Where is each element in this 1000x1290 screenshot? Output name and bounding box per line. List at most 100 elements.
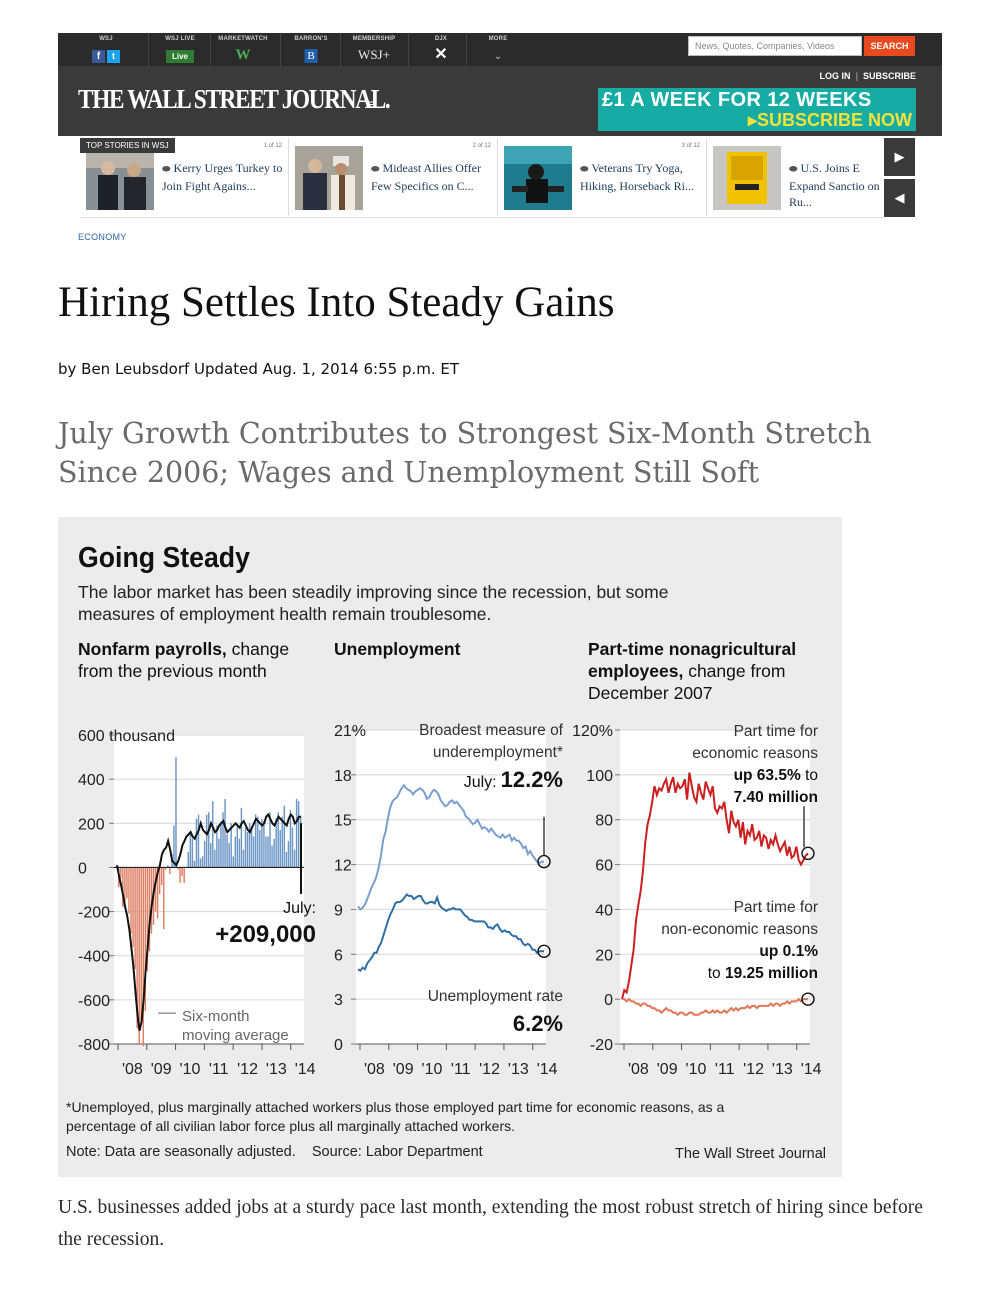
brand-membership[interactable]: MEMBERSHIP WSJ+ [346, 33, 402, 66]
parttime-xtick-label: '13 [772, 1061, 793, 1078]
parttime-ytick-label: 0 [604, 992, 613, 1009]
payroll-bar [130, 867, 132, 934]
unemployment-ytick-label: 18 [334, 768, 352, 785]
payroll-bar [201, 856, 204, 868]
parttime-ytick-label: -20 [590, 1037, 613, 1054]
story-thumbnail [504, 146, 572, 210]
unemployment-xtick-label: '09 [393, 1061, 414, 1078]
payroll-bar [254, 814, 257, 868]
unemployment-ytick-label: 9 [334, 902, 343, 919]
story-headline[interactable]: ⬬ Veterans Try Yoga, Hiking, Horseback R… [580, 161, 694, 193]
payroll-bar [158, 867, 161, 894]
graphic-note-source: Note: Data are seasonally adjusted. Sour… [66, 1144, 483, 1160]
payrolls-xtick-label: '10 [180, 1061, 201, 1078]
parttime-xtick-label: '11 [715, 1061, 735, 1078]
footnote-2: percentage of all civilian labor force p… [66, 1118, 515, 1134]
payroll-bar [146, 867, 149, 972]
econ-label-2: economic reasons [692, 745, 818, 762]
carousel-next-button[interactable]: ▶ [884, 138, 915, 176]
story-card[interactable]: 2 of 12 ⬬ Mideast Allies Offer Few Speci… [289, 138, 498, 216]
payrolls-july-label: July: [283, 900, 316, 917]
payroll-bar [226, 834, 228, 868]
payroll-bar [214, 849, 216, 868]
story-card[interactable]: ⬬ U.S. Joins E Expand Sanctio on Ru... [707, 138, 883, 216]
twitter-icon[interactable]: t [107, 50, 120, 63]
payroll-bar [297, 801, 300, 868]
story-headline[interactable]: ⬬ U.S. Joins E Expand Sanctio on Ru... [789, 161, 880, 209]
subscribe-link[interactable]: SUBSCRIBE [862, 71, 916, 81]
payroll-bar [250, 829, 253, 868]
payroll-bar [128, 867, 130, 914]
brand-more-label: MORE [488, 36, 508, 42]
payroll-bar [216, 825, 218, 868]
facebook-icon[interactable]: f [92, 50, 105, 63]
story-thumbnail [295, 146, 363, 210]
story-thumbnail [713, 146, 781, 210]
payroll-bar [142, 867, 145, 1047]
unemployment-ytick-label: 3 [334, 992, 343, 1009]
payroll-bar [252, 836, 255, 868]
brand-wsj-live-label: WSJ LIVE [165, 36, 195, 42]
brand-djx[interactable]: DJX ✕ [424, 33, 458, 66]
payrolls-ytick-label: 200 [78, 816, 105, 833]
payroll-bar [134, 867, 136, 969]
payroll-bar [160, 867, 163, 886]
carousel-prev-button[interactable]: ◀ [884, 179, 915, 217]
brand-marketwatch[interactable]: MARKETWATCH W [212, 33, 274, 66]
parttime-xtick-label: '09 [657, 1061, 678, 1078]
payroll-bar [203, 840, 206, 868]
payroll-bar [244, 827, 247, 868]
payroll-bar [232, 856, 234, 868]
payrolls-title: Nonfarm payrolls, change [78, 639, 289, 659]
promo-cta-text: ▸SUBSCRIBE NOW [747, 110, 912, 130]
article-dek: July Growth Contributes to Strongest Six… [58, 417, 872, 489]
payroll-bar [228, 843, 230, 868]
u3-july-value: 6.2% [513, 1011, 563, 1036]
unemployment-plot-area [356, 730, 546, 1044]
payroll-bar [122, 867, 124, 908]
menu-icon[interactable]: ≡ [368, 96, 377, 112]
payrolls-xtick-label: '11 [209, 1061, 229, 1078]
payrolls-ytick-label: 0 [78, 860, 87, 877]
payroll-bar [293, 849, 296, 868]
story-card[interactable]: 3 of 12 ⬬ Veterans Try Yoga, Hiking, Hor… [498, 138, 707, 216]
payroll-bar [187, 851, 189, 868]
article-byline: by Ben Leubsdorf Updated Aug. 1, 2014 6:… [58, 360, 460, 378]
brand-more[interactable]: MORE ⌄ [478, 33, 518, 66]
u6-label-1: Broadest measure of [419, 722, 564, 739]
search-input[interactable] [688, 36, 862, 56]
brand-wsj-live[interactable]: WSJ LIVE Live [154, 33, 206, 66]
story-headline[interactable]: ⬬ Mideast Allies Offer Few Specifics on … [371, 161, 481, 193]
unemployment-xtick-label: '13 [508, 1061, 529, 1078]
payroll-bar [156, 867, 159, 919]
subscribe-promo-banner[interactable]: £1 A WEEK FOR 12 WEEKS ▸SUBSCRIBE NOW [598, 88, 916, 131]
brand-membership-label: MEMBERSHIP [352, 36, 396, 42]
u3-series-line [357, 893, 544, 973]
barrons-logo-icon: B [304, 49, 318, 63]
econ-change-annotation: up 63.5% to [734, 767, 818, 784]
payroll-bar [179, 867, 181, 883]
payroll-bar [224, 799, 226, 868]
article-body-paragraph: U.S. businesses added jobs at a sturdy p… [58, 1197, 923, 1250]
unemployment-ytick-label: 15 [334, 813, 352, 830]
u6-july-annotation: July: 12.2% [464, 767, 563, 792]
non-change-value: up 0.1% [759, 943, 818, 960]
parttime-ytick-label: 60 [595, 858, 613, 875]
payroll-bar [281, 816, 284, 868]
payroll-bar [248, 823, 251, 868]
search-button[interactable]: SEARCH [864, 36, 915, 56]
graphic-subtitle-1: The labor market has been steadily impro… [78, 582, 668, 602]
story-headline[interactable]: ⬬ Kerry Urges Turkey to Join Fight Again… [162, 161, 283, 193]
login-link[interactable]: LOG IN [819, 71, 851, 81]
wsj-logo[interactable]: THE WALL STREET JOURNAL. [78, 84, 391, 114]
payroll-bar [169, 867, 171, 875]
parttime-xtick-label: '12 [743, 1061, 764, 1078]
payroll-bar [279, 829, 281, 868]
footnote-1: *Unemployed, plus marginally attached wo… [66, 1099, 725, 1115]
u6-series-line [357, 783, 544, 911]
payroll-bar [246, 832, 249, 868]
brand-barrons[interactable]: BARRON'S B [286, 33, 336, 66]
section-label[interactable]: ECONOMY [78, 232, 127, 242]
payroll-bar [132, 867, 134, 947]
